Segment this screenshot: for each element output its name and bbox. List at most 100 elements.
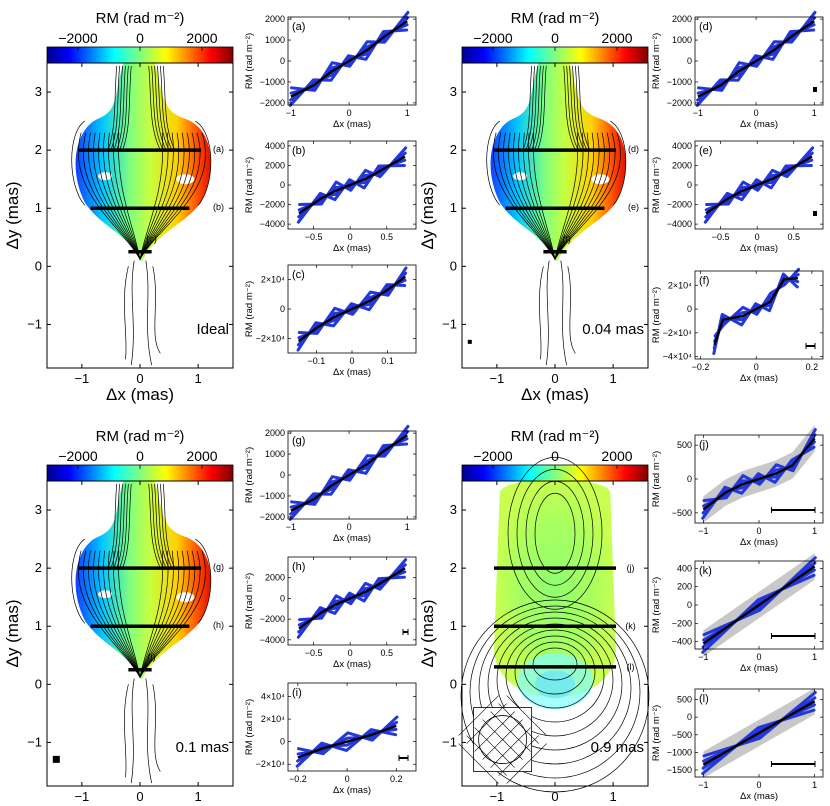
data-series-blue xyxy=(290,424,410,506)
y-tick-label: −2000 xyxy=(260,98,285,108)
beam-hatch xyxy=(482,719,523,760)
contour-line xyxy=(487,617,623,751)
contour-line xyxy=(162,65,176,151)
contour-line xyxy=(151,65,164,151)
contour-line xyxy=(537,65,547,151)
contour-line xyxy=(107,65,118,151)
blank-region xyxy=(98,172,113,181)
y-axis-label: RM (rad m⁻²) xyxy=(651,705,662,761)
contour-line xyxy=(116,65,126,151)
colorbar-tick-label: −2000 xyxy=(58,448,98,464)
x-tick-label: 0 xyxy=(551,789,558,804)
contour-line xyxy=(145,678,152,784)
contour-line xyxy=(539,266,544,360)
x-tick-label: −0.2 xyxy=(289,774,307,784)
contour-line xyxy=(148,483,161,569)
contour-line xyxy=(560,260,567,366)
panel-label: (g) xyxy=(292,435,305,447)
y-tick-label: 1000 xyxy=(672,35,692,45)
contour-line xyxy=(572,65,585,151)
colorbar-tick-label: 2000 xyxy=(601,448,632,464)
beam-hatch xyxy=(458,743,499,784)
y-tick-label: −4000 xyxy=(667,219,692,229)
line-plot-panel: −0.2 0 0.2 −2×10⁴ 0 2×10⁴ 4×10⁴ (i) Δx (mas) RM (… xyxy=(244,682,417,796)
resolution-label: 0.04 mas xyxy=(582,321,644,338)
x-tick-label: 1 xyxy=(195,371,202,386)
cut-label: (b) xyxy=(213,202,224,212)
y-tick-label: 0 xyxy=(280,470,285,480)
line-plot-panel: −0.5 0 0.5 −4000 −2000 0 2000 4000 (b) Δx (mas) RM… xyxy=(244,140,417,254)
data-series-blue xyxy=(288,28,409,107)
contour-line xyxy=(130,678,135,784)
y-axis-label: RM (rad m⁻²) xyxy=(244,447,255,503)
data-series-blue xyxy=(704,151,814,212)
data-series-blue xyxy=(297,266,408,335)
x-tick-label: −1 xyxy=(286,522,296,532)
x-tick-label: −0.2 xyxy=(692,362,710,372)
contour-line xyxy=(545,260,550,366)
data-series-blue xyxy=(702,696,817,763)
contour-line xyxy=(610,120,627,206)
y-tick-label: −2×10⁴ xyxy=(256,759,286,769)
data-series-black xyxy=(705,155,813,215)
map-panel: RM (rad m⁻²) −2000 0 2000 (j) (k) (l) −1 0 1 −1 0 1 2… xyxy=(418,428,650,806)
line-plot-panel: −1 0 1 −1500 −1000 −500 0 500 (l) Δx (mas) RM (rad… xyxy=(651,688,824,802)
x-tick-label: 0 xyxy=(136,371,143,386)
contour-line xyxy=(110,483,121,569)
contour-line xyxy=(534,65,544,151)
x-tick-label: −1 xyxy=(693,108,703,118)
x-axis-label: Δx (mas) xyxy=(333,533,371,544)
line-plot-panel: −1 0 1 −500 0 500 (j) Δx (mas) RM (rad m⁻²) xyxy=(651,425,824,548)
y-tick-label: −2000 xyxy=(260,512,285,522)
data-series-blue xyxy=(296,283,407,352)
plot-frame xyxy=(287,556,417,646)
data-series-blue xyxy=(702,428,817,503)
panel-label: (e) xyxy=(699,145,712,157)
x-tick-label: 1 xyxy=(610,789,617,804)
data-series-blue xyxy=(289,430,410,509)
y-tick-label: −1 xyxy=(442,734,457,749)
cut-label: (k) xyxy=(625,621,636,631)
contour-line xyxy=(119,483,129,569)
data-series-blue xyxy=(297,563,407,627)
contour-line xyxy=(195,538,212,624)
data-series-blue xyxy=(298,146,408,207)
data-series-black xyxy=(290,20,408,98)
contour-line xyxy=(71,538,86,624)
contour-line xyxy=(151,483,164,569)
y-tick-label: 3 xyxy=(35,84,42,99)
y-axis-label: Δy (mas) xyxy=(418,181,437,249)
cut-label: (i) xyxy=(148,652,156,662)
beam-marker xyxy=(467,339,472,344)
y-tick-label: −2×10⁴ xyxy=(663,328,693,338)
beam-hatch xyxy=(498,703,539,744)
data-series-blue xyxy=(289,16,410,95)
y-tick-label: −1000 xyxy=(260,491,285,501)
contour-line xyxy=(124,684,129,778)
rm-map-fill xyxy=(535,670,575,699)
contour-line xyxy=(157,483,170,569)
contour-line xyxy=(569,65,582,151)
contour-line xyxy=(152,684,161,772)
data-series-black xyxy=(697,20,815,98)
data-series-blue xyxy=(695,28,816,107)
panel-label: (i) xyxy=(292,687,302,699)
colorbar-title: RM (rad m⁻²) xyxy=(511,428,600,445)
colorbar-title: RM (rad m⁻²) xyxy=(96,10,185,27)
data-series-black xyxy=(298,155,406,215)
y-tick-label: 0 xyxy=(450,676,457,691)
data-series-blue xyxy=(704,158,814,219)
y-tick-label: 0 xyxy=(280,304,285,314)
x-tick-label: 0.2 xyxy=(806,362,819,372)
data-series-blue xyxy=(702,433,817,508)
x-tick-label: 1 xyxy=(405,522,410,532)
data-series-blue xyxy=(298,558,408,622)
y-tick-label: −2000 xyxy=(667,200,692,210)
cut-label: (c) xyxy=(146,234,157,244)
y-tick-label: −2000 xyxy=(667,98,692,108)
x-tick-label: −1 xyxy=(74,789,89,804)
contour-line xyxy=(566,65,579,151)
contour-line xyxy=(496,623,614,737)
x-tick-label: 1 xyxy=(812,108,817,118)
map-panel: RM (rad m⁻²) −2000 0 2000 (g) (h) (i) −1 0 1 −1 0 1 2… xyxy=(3,428,234,806)
